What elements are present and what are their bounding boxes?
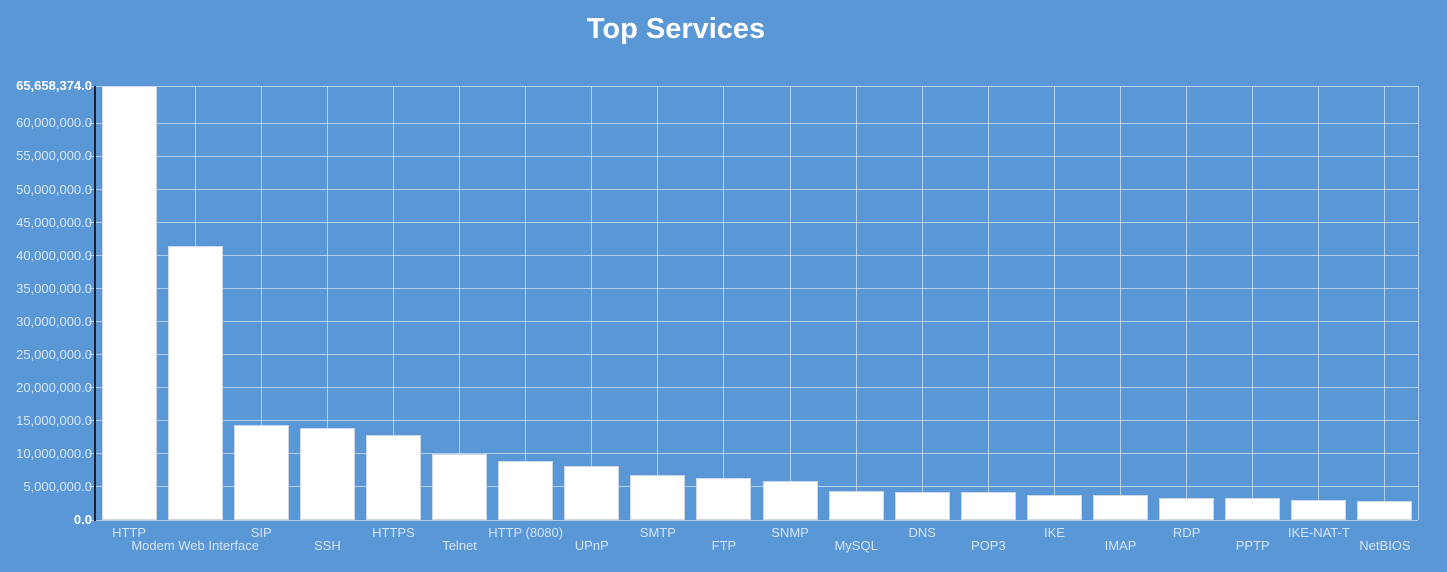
y-axis-tick-label: 15,000,000.0	[16, 412, 92, 428]
x-axis-label-http-8080: HTTP (8080)	[488, 525, 564, 540]
gridline-vertical	[921, 86, 923, 520]
x-axis-label-ftp: FTP	[711, 538, 737, 553]
bar-http	[101, 86, 157, 520]
y-axis-tick-label: 60,000,000.0	[16, 115, 92, 131]
bar-pop3	[960, 492, 1016, 520]
gridline-horizontal	[89, 222, 1418, 224]
bar-mysql	[828, 491, 884, 520]
gridline-horizontal	[89, 85, 1418, 87]
gridline-vertical	[260, 86, 262, 520]
gridline-horizontal	[89, 354, 1418, 356]
gridline-vertical	[1318, 86, 1320, 520]
x-axis-label-netbios: NetBIOS	[1359, 538, 1411, 553]
gridline-vertical	[855, 86, 857, 520]
bar-ssh	[299, 428, 355, 520]
gridline-vertical	[1252, 86, 1254, 520]
x-axis-label-mysql: MySQL	[834, 538, 878, 553]
gridline-horizontal	[89, 255, 1418, 257]
y-axis-tick-label: 10,000,000.0	[16, 445, 92, 461]
gridline-vertical	[723, 86, 725, 520]
gridline-horizontal	[89, 321, 1418, 323]
gridline-horizontal	[89, 155, 1418, 157]
bar-imap	[1093, 495, 1149, 520]
bar-netbios	[1357, 501, 1413, 520]
gridline-vertical	[525, 86, 527, 520]
gridline-horizontal	[89, 288, 1418, 290]
bar-telnet	[432, 454, 488, 520]
gridline-vertical	[657, 86, 659, 520]
x-axis-label-smtp: SMTP	[639, 525, 676, 540]
x-axis-label-http: HTTP	[112, 525, 147, 540]
bar-ike-nat-t	[1291, 500, 1347, 520]
x-axis-label-ike-nat-t: IKE-NAT-T	[1287, 525, 1350, 540]
x-axis-label-sip: SIP	[250, 525, 272, 540]
x-axis-label-upnp: UPnP	[574, 538, 609, 553]
y-axis-line	[94, 86, 96, 521]
plot-area: 0.0 5,000,000.0 10,000,000.0 15,000,000.0 20…	[16, 78, 1419, 553]
gridline-vertical	[789, 86, 791, 520]
gridline-horizontal	[89, 189, 1418, 190]
y-axis-tick-label: 20,000,000.0	[16, 379, 92, 395]
x-axis-label-imap: IMAP	[1104, 538, 1137, 553]
y-axis-tick-label: 55,000,000.0	[16, 148, 92, 164]
chart-title: Top Services	[586, 13, 766, 45]
x-axis-label-pptp: PPTP	[1235, 538, 1270, 553]
x-axis-label-dns: DNS	[908, 525, 936, 540]
gridline-vertical	[459, 86, 461, 520]
y-axis-tick-label: 25,000,000.0	[16, 346, 92, 362]
bar-rdp	[1159, 498, 1215, 520]
gridline-vertical	[591, 86, 593, 520]
gridline-horizontal	[89, 486, 1418, 488]
gridline-vertical	[1120, 86, 1122, 520]
bar-dns	[894, 492, 950, 520]
y-axis-tick-label: 0.0	[73, 512, 92, 527]
bar-sip	[233, 425, 289, 520]
gridline-horizontal	[89, 519, 1418, 521]
bar-ftp	[696, 478, 752, 520]
plot-right-border	[1417, 86, 1419, 520]
bar-ike	[1026, 495, 1082, 520]
y-axis-tick-label: 45,000,000.0	[16, 214, 92, 230]
x-axis-label-https: HTTPS	[372, 525, 415, 540]
gridline-vertical	[326, 86, 328, 520]
gridline-vertical	[392, 86, 394, 520]
bar-https	[365, 435, 421, 520]
bar-upnp	[564, 466, 620, 520]
bar-smtp	[630, 475, 686, 520]
gridline-horizontal	[89, 453, 1418, 455]
y-axis-tick-label: 30,000,000.0	[16, 313, 92, 329]
gridline-vertical	[1053, 86, 1055, 520]
y-axis-tick-label: 40,000,000.0	[16, 247, 92, 263]
x-axis-label-telnet: Telnet	[442, 538, 477, 553]
gridline-vertical	[1384, 86, 1386, 520]
x-axis-label-pop3: POP3	[971, 538, 1006, 553]
gridline-horizontal	[89, 420, 1418, 422]
bar-pptp	[1225, 498, 1281, 520]
gridline-vertical	[1186, 86, 1188, 520]
x-axis-label-modem-web-interface: Modem Web Interface	[131, 538, 259, 553]
bar-snmp	[762, 481, 818, 520]
gridline-horizontal	[89, 387, 1418, 389]
y-axis-tick-label: 65,658,374.0	[16, 78, 92, 93]
y-axis-tick-label: 50,000,000.0	[16, 181, 92, 197]
gridline-horizontal	[89, 122, 1418, 124]
x-axis-label-snmp: SNMP	[771, 525, 809, 540]
gridline-vertical	[987, 86, 989, 520]
x-axis-label-ssh: SSH	[313, 538, 341, 553]
y-axis-tick-label: 5,000,000.0	[23, 478, 92, 494]
bar-http-8080	[498, 461, 554, 520]
x-axis-label-ike: IKE	[1043, 525, 1065, 540]
bar-modem-web-interface	[167, 246, 223, 520]
x-axis-label-rdp: RDP	[1172, 525, 1201, 540]
y-axis-tick-label: 35,000,000.0	[16, 280, 92, 296]
